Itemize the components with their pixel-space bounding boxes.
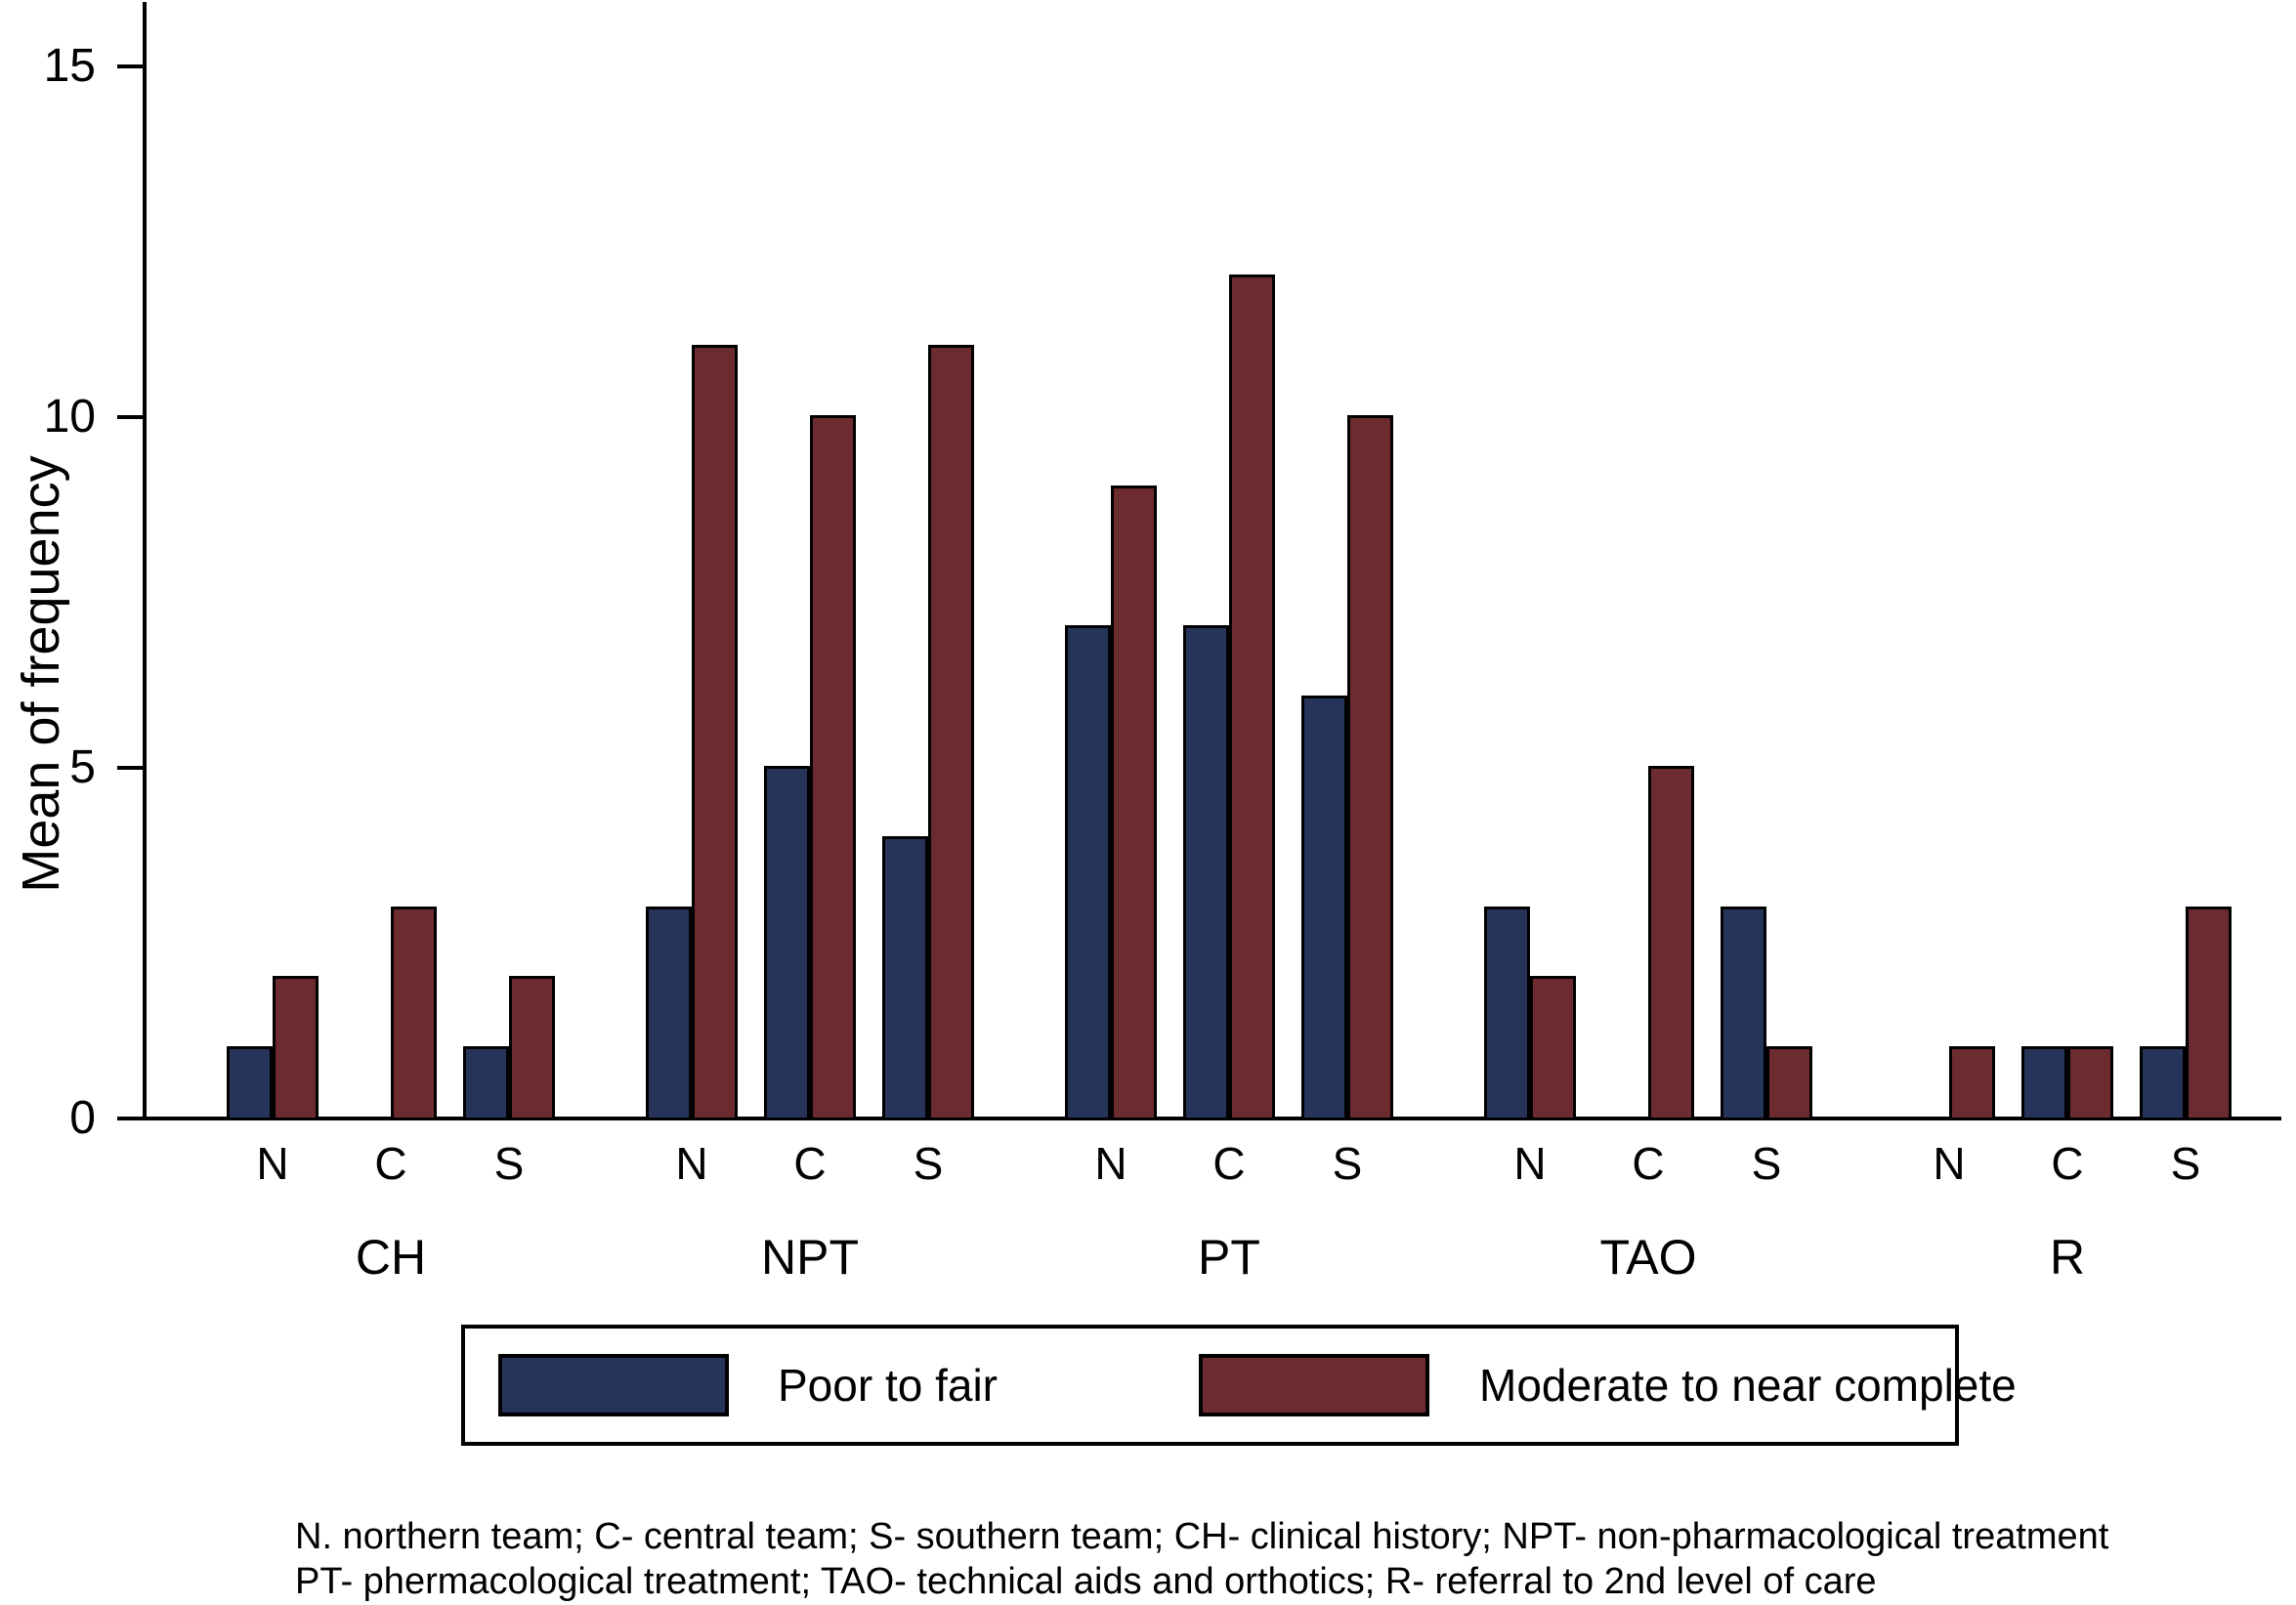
bar-poor-CH-S — [463, 1046, 509, 1120]
bar-moderate-R-C — [2067, 1046, 2113, 1120]
x-grouplabel-PT: PT — [1198, 1230, 1260, 1285]
bar-moderate-R-N — [1949, 1046, 1995, 1120]
y-axis-title: Mean of frequency — [12, 455, 70, 893]
x-sublabel-PT-N: N — [1094, 1138, 1127, 1189]
x-sublabel-R-N: N — [1933, 1138, 1966, 1189]
y-tick-label-15: 15 — [43, 40, 96, 92]
legend-swatch-moderate-to-near-complete — [1199, 1354, 1429, 1416]
y-tick-10 — [117, 415, 143, 419]
x-sublabel-PT-S: S — [1332, 1138, 1363, 1189]
x-sublabel-CH-N: N — [256, 1138, 289, 1189]
x-sublabel-R-S: S — [2170, 1138, 2201, 1189]
bar-poor-PT-S — [1301, 696, 1347, 1120]
bar-poor-NPT-C — [764, 766, 810, 1120]
bar-moderate-TAO-N — [1530, 976, 1576, 1120]
x-sublabel-R-C: C — [2051, 1138, 2084, 1189]
x-sublabel-TAO-N: N — [1513, 1138, 1547, 1189]
y-tick-label-10: 10 — [43, 391, 96, 443]
x-grouplabel-NPT: NPT — [761, 1230, 859, 1285]
x-sublabel-NPT-N: N — [675, 1138, 708, 1189]
bar-poor-R-S — [2140, 1046, 2186, 1120]
x-sublabel-CH-C: C — [374, 1138, 407, 1189]
bar-moderate-NPT-N — [692, 345, 738, 1120]
bar-poor-NPT-N — [646, 907, 692, 1120]
footnote-line-2: PT- phermacological treatment; TAO- tech… — [295, 1561, 1877, 1603]
x-grouplabel-TAO: TAO — [1599, 1230, 1697, 1285]
bar-moderate-PT-C — [1229, 275, 1275, 1120]
bar-moderate-CH-N — [273, 976, 319, 1120]
bar-poor-CH-N — [227, 1046, 273, 1120]
x-grouplabel-CH: CH — [355, 1230, 427, 1285]
x-sublabel-NPT-S: S — [913, 1138, 944, 1189]
y-tick-label-0: 0 — [69, 1092, 96, 1144]
bar-poor-TAO-S — [1721, 907, 1766, 1120]
legend-swatch-poor-to-fair — [498, 1354, 729, 1416]
bar-moderate-TAO-S — [1766, 1046, 1812, 1120]
y-tick-label-5: 5 — [69, 741, 96, 793]
y-tick-5 — [117, 766, 143, 770]
legend-label-poor-to-fair: Poor to fair — [778, 1360, 998, 1411]
bar-moderate-CH-S — [509, 976, 555, 1120]
x-sublabel-PT-C: C — [1212, 1138, 1246, 1189]
bar-moderate-PT-S — [1347, 415, 1393, 1120]
x-sublabel-CH-S: S — [493, 1138, 525, 1189]
bar-moderate-CH-C — [391, 907, 437, 1120]
footnote: N. northern team; C- central team; S- so… — [295, 1514, 2108, 1605]
footnote-line-1: N. northern team; C- central team; S- so… — [295, 1516, 2109, 1557]
bar-moderate-PT-N — [1111, 486, 1157, 1120]
bar-poor-PT-C — [1183, 625, 1229, 1120]
x-sublabel-TAO-C: C — [1632, 1138, 1665, 1189]
bar-moderate-R-S — [2186, 907, 2232, 1120]
bar-poor-TAO-N — [1484, 907, 1530, 1120]
legend: Poor to fair Moderate to near complete — [461, 1325, 2017, 1446]
x-grouplabel-R: R — [2049, 1230, 2086, 1285]
x-sublabel-NPT-C: C — [793, 1138, 827, 1189]
bar-poor-NPT-S — [882, 836, 928, 1120]
bar-poor-PT-N — [1065, 625, 1111, 1120]
y-tick-15 — [117, 64, 143, 68]
legend-label-moderate-to-near-complete: Moderate to near complete — [1479, 1360, 2017, 1411]
bar-moderate-NPT-C — [810, 415, 856, 1120]
bar-moderate-NPT-S — [928, 345, 974, 1120]
y-axis-line — [143, 2, 147, 1120]
bar-poor-R-C — [2021, 1046, 2067, 1120]
x-sublabel-TAO-S: S — [1751, 1138, 1782, 1189]
bar-moderate-TAO-C — [1648, 766, 1694, 1120]
